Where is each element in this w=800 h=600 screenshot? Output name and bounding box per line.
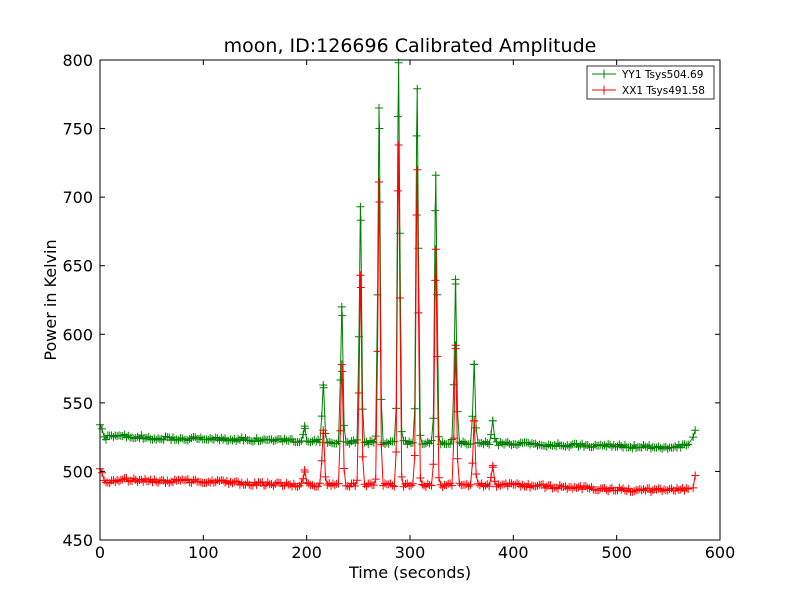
plot-series <box>96 58 700 497</box>
y-tick-label: 450 <box>62 531 93 550</box>
chart-title: moon, ID:126696 Calibrated Amplitude <box>224 35 597 57</box>
y-tick-label: 700 <box>62 188 93 207</box>
legend-label-xx1: XX1 Tsys491.58 <box>622 85 705 97</box>
x-tick-label: 100 <box>188 543 219 562</box>
x-tick-label: 400 <box>498 543 529 562</box>
y-tick-label: 600 <box>62 325 93 344</box>
x-axis-title: Time (seconds) <box>348 563 471 582</box>
x-tick-label: 500 <box>601 543 632 562</box>
y-tick-label: 650 <box>62 257 93 276</box>
legend: YY1 Tsys504.69 XX1 Tsys491.58 <box>586 65 715 100</box>
x-tick-label: 200 <box>291 543 322 562</box>
legend-marker-xx1 <box>599 85 609 95</box>
legend-label-yy1: YY1 Tsys504.69 <box>621 69 703 81</box>
x-tick-label: 300 <box>395 543 426 562</box>
y-axis-title: Power in Kelvin <box>41 239 60 360</box>
x-tick-label: 600 <box>705 543 736 562</box>
legend-box <box>586 65 715 100</box>
y-tick-label: 550 <box>62 394 93 413</box>
legend-marker-yy1 <box>599 69 609 79</box>
axes: 0 100 200 300 400 500 600 450 500 550 600 650 700 750… <box>62 51 735 562</box>
series-XX1 Tsys491.58 <box>96 141 700 497</box>
y-tick-label: 750 <box>62 120 93 139</box>
y-tick-label: 500 <box>62 462 93 481</box>
x-tick-label: 0 <box>95 543 105 562</box>
y-tick-label: 800 <box>62 51 93 70</box>
